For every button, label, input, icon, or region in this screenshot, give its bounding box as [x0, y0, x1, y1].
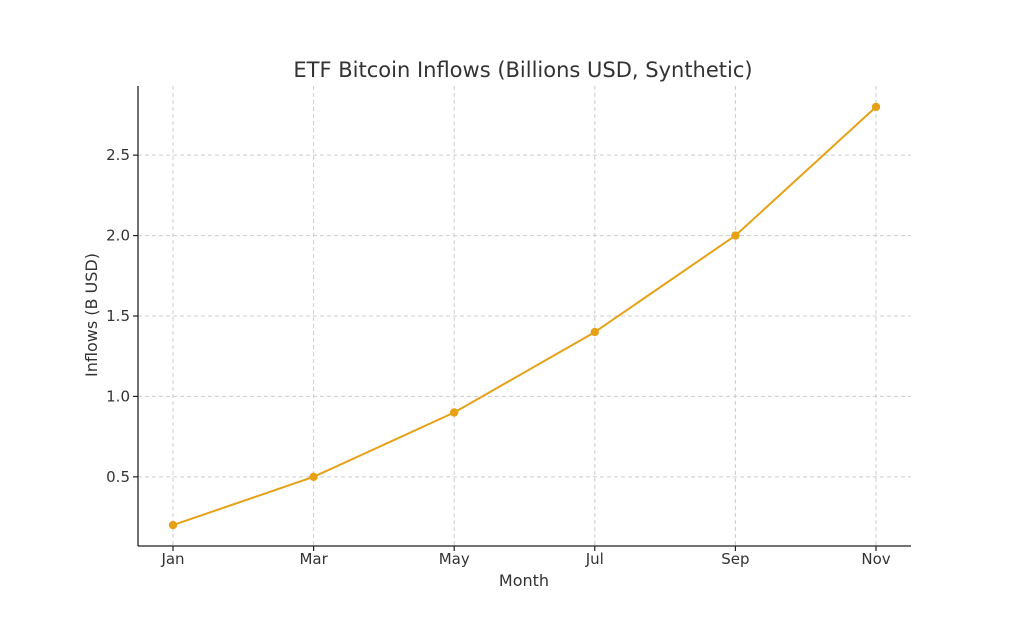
x-axis-label: Month	[499, 571, 549, 590]
data-point	[309, 472, 318, 482]
y-tick-label: 2.0	[106, 227, 130, 245]
series-line	[172, 106, 877, 527]
x-tick-label: Sep	[721, 550, 749, 568]
y-tick-label: 1.5	[106, 307, 130, 325]
y-tick-label: 2.5	[106, 146, 130, 164]
y-tick-label: 1.0	[106, 387, 130, 405]
data-point	[590, 327, 599, 337]
series-layer	[168, 102, 881, 530]
y-axis-label: Inflows (B USD)	[82, 253, 101, 377]
x-tick-label: May	[439, 550, 470, 568]
x-tick-label: Jan	[160, 550, 184, 568]
chart-title: ETF Bitcoin Inflows (Billions USD, Synth…	[293, 58, 752, 82]
grid-lines	[138, 86, 911, 546]
x-tick-label: Mar	[299, 550, 328, 568]
data-point	[450, 408, 459, 417]
x-tick-label: Jul	[585, 550, 604, 568]
tick-labels: Jan Mar May Jul Sep Nov 0.5 1.0 1.5 2.0 2.5	[106, 146, 891, 568]
data-point	[871, 102, 881, 112]
data-point	[731, 231, 740, 240]
x-tick-label: Nov	[861, 550, 890, 568]
axes	[133, 86, 911, 551]
y-tick-label: 0.5	[106, 468, 130, 486]
data-point	[168, 520, 178, 530]
